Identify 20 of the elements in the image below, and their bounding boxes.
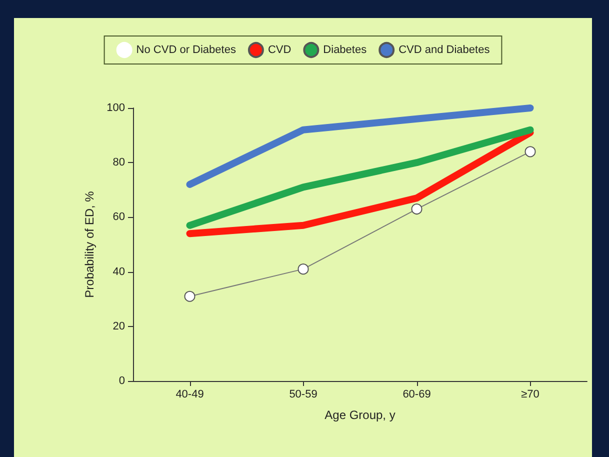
point [524,146,536,158]
y-axis-title: Probability of ED, % [82,190,97,298]
legend-label: No CVD or Diabetes [136,44,236,56]
legend-label: CVD and Diabetes [398,44,490,56]
y-tick-label: 100 [106,102,125,114]
legend-label: Diabetes [323,44,368,56]
x-tick-label: ≥70 [521,388,540,400]
legend-label: CVD [268,44,292,56]
y-tick-label: 40 [112,266,125,278]
x-tick-label: 50-59 [289,388,318,400]
x-tick-label: 40-49 [176,388,204,400]
point [298,264,309,275]
x-tick-label: 60-69 [402,388,431,400]
point [411,204,422,215]
y-tick-label: 80 [112,156,125,169]
y-tick-label: 0 [118,375,125,387]
y-tick-label: 20 [112,320,125,332]
point [184,290,196,302]
y-tick-label: 60 [112,211,125,224]
x-axis-title: Age Group, y [324,408,396,422]
